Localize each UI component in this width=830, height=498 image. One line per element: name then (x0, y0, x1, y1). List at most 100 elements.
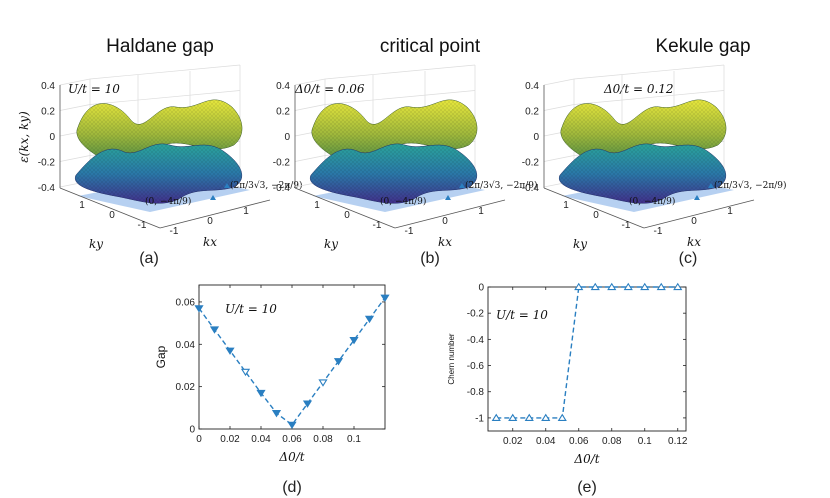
ky-tick-label: -1 (622, 220, 631, 231)
panel-a: Haldane gap U/t = 10 (a) 0.4 0.2 0 -0.2 -0.4… (17, 36, 303, 267)
data-point (656, 282, 666, 291)
chart-caption: (e) (577, 479, 597, 496)
y-tick-label: -1 (475, 413, 484, 424)
panel-title: Haldane gap (106, 36, 214, 57)
x-tick-label: 0.04 (251, 434, 271, 445)
ky-axis (294, 187, 396, 229)
x-tick-label: 0.06 (569, 436, 589, 447)
k-point-label: (0, −4π/9) (629, 196, 675, 207)
y-tick-label: -0.8 (467, 387, 485, 398)
k-point-label: (2π/3√3, −2π/9) (465, 180, 538, 191)
z-tick-label: 0 (49, 132, 55, 143)
ky-tick-label: 1 (79, 200, 85, 211)
x-tick-label: 0.08 (602, 436, 622, 447)
data-point (318, 379, 328, 387)
kx-tick-label: 1 (478, 206, 484, 217)
data-point (225, 347, 235, 355)
x-axis-label: Δ0/t (278, 450, 304, 464)
z-tick-label: 0.4 (276, 81, 290, 92)
kx-axis-label: kx (438, 235, 452, 249)
x-tick-label: 0.1 (638, 436, 652, 447)
z-tick-label: -0.4 (38, 183, 56, 194)
data-point (364, 315, 375, 324)
z-tick-label: -0.2 (522, 158, 540, 169)
y-tick-label: 0 (478, 283, 484, 294)
lower-band-mesh (310, 143, 477, 204)
ky-axis (59, 187, 161, 229)
ky-axis (543, 187, 645, 229)
data-point (623, 282, 633, 291)
y-tick-label: 0.02 (176, 382, 196, 393)
z-tick-label: -0.2 (38, 158, 56, 169)
data-point (209, 326, 220, 334)
series-line (496, 286, 678, 419)
kx-tick-label: 0 (691, 216, 697, 227)
kx-tick-label: -1 (170, 226, 179, 237)
ky-tick-label: -1 (138, 220, 147, 231)
z-tick-label: 0 (533, 132, 539, 143)
plot-frame (487, 286, 687, 432)
series-line (198, 297, 386, 426)
x-tick-label: 0.12 (668, 436, 688, 447)
data-point (302, 400, 313, 408)
ky-tick-label: -1 (373, 220, 382, 231)
kx-tick-label: 1 (243, 206, 249, 217)
k-point-marker (459, 183, 465, 188)
chart-caption: (d) (282, 479, 302, 496)
z-axis-label: ε(kx, ky) (17, 111, 31, 163)
ky-tick-label: 0 (344, 210, 350, 221)
ky-axis-label: ky (89, 237, 103, 251)
data-point (557, 413, 567, 421)
panel-caption: (a) (139, 250, 159, 267)
k-point-label: (2π/3√3, −2π/9) (230, 180, 303, 191)
kx-tick-label: -1 (405, 226, 414, 237)
kx-axis (159, 199, 271, 229)
data-point (508, 413, 518, 421)
chart-gap: 0 0.02 0.04 0.06 0.08 0.1 0 0.02 0.04 0.06 Δ0/t Gap… (154, 284, 390, 496)
panel-c: Kekule gap Δ0/t = 0.12 (c) 0.4 0.2 0 -0.2 -0… (522, 36, 787, 267)
x-tick-label: 0.1 (347, 434, 361, 445)
panel-caption: (b) (420, 250, 440, 267)
kx-tick-label: 0 (207, 216, 213, 227)
panel-annotation: U/t = 10 (68, 82, 120, 96)
data-point (574, 282, 584, 291)
z-tick-label: 0.2 (276, 107, 290, 118)
data-point (271, 410, 282, 418)
x-tick-label: 0.08 (313, 434, 333, 445)
kx-tick-label: -1 (654, 226, 663, 237)
z-tick-label: 0.4 (525, 81, 539, 92)
ky-tick-label: 0 (593, 210, 599, 221)
data-point (380, 294, 390, 302)
data-point (333, 358, 344, 366)
y-axis-label: Chern number (447, 333, 456, 384)
data-point (524, 413, 534, 421)
data-point (590, 282, 600, 291)
k-point-marker (210, 195, 216, 200)
chart-annotation: U/t = 10 (225, 302, 277, 316)
y-tick-label: -0.4 (467, 335, 485, 346)
x-tick-label: 0.02 (503, 436, 523, 447)
kx-axis (643, 199, 755, 229)
panel-caption: (c) (679, 250, 698, 267)
k-point-label: (2π/3√3, −2π/9) (714, 180, 787, 191)
k-point-marker (445, 195, 451, 200)
z-tick-label: 0.2 (525, 107, 539, 118)
data-point (491, 413, 501, 421)
data-point (194, 305, 204, 313)
y-tick-label: -0.2 (467, 309, 485, 320)
data-point (607, 282, 617, 291)
x-tick-label: 0.02 (220, 434, 240, 445)
panel-title: critical point (380, 36, 481, 57)
y-tick-label: 0 (189, 425, 195, 436)
lower-band-mesh (559, 143, 726, 204)
x-tick-label: 0 (196, 434, 202, 445)
data-point (541, 413, 551, 421)
k-point-label: (0, −4π/9) (380, 196, 426, 207)
x-tick-label: 0.04 (536, 436, 556, 447)
z-tick-label: -0.2 (273, 158, 291, 169)
z-tick-label: -0.4 (273, 183, 291, 194)
y-axis-label: Gap (154, 345, 168, 368)
k-point-label: (0, −4π/9) (145, 196, 191, 207)
lower-band-mesh (75, 143, 242, 204)
